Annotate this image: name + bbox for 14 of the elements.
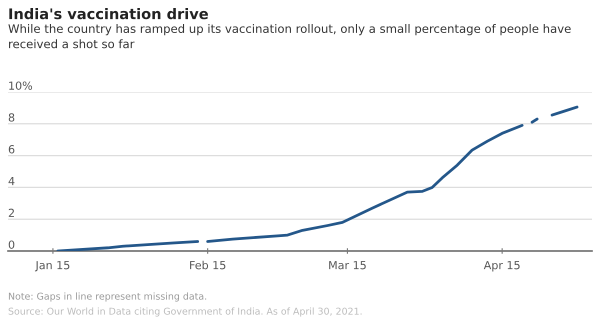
text: Note: Gaps in line represent missing data. [8, 292, 206, 302]
chart-subtitle: While the country has ramped up its vaccination rollout, only a small percentage of people have received a shot so far [8, 24, 571, 48]
y-tick-label: 8 [8, 113, 14, 122]
y-tick-label: 10% [9, 81, 32, 90]
source-note: Source: Our World in Data citing Government of India. As of April 30, 2021. [8, 307, 362, 317]
y-tick-label: 6 [8, 145, 14, 154]
x-tick-label: Jan 15 [34, 261, 70, 272]
x-tick-label: Feb 15 [190, 260, 226, 270]
y-tick-label: 0 [8, 240, 14, 249]
x-tick-label: Apr 15 [484, 261, 520, 272]
y-tick-label: 4 [8, 176, 14, 186]
x-tick-label: Mar 15 [329, 261, 366, 270]
chart-title: India's vaccination drive [9, 8, 208, 20]
y-tick-label: 2 [8, 208, 14, 217]
